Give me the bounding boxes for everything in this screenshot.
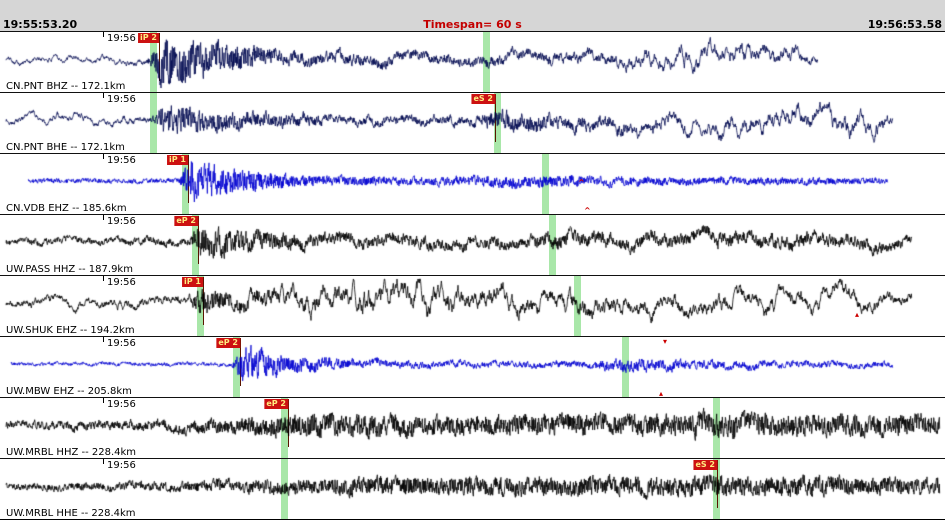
pick-flag[interactable]: eP 2 bbox=[216, 338, 240, 348]
pick-flag[interactable]: iP 2 bbox=[138, 33, 159, 43]
pick-flag[interactable]: iP 1 bbox=[167, 155, 188, 165]
trace-row[interactable]: 19:56 eS 2 CN.PNT BHE -- 172.1km bbox=[0, 92, 945, 153]
station-label: UW.MRBL HHZ -- 228.4km bbox=[6, 447, 137, 458]
minute-tick bbox=[103, 154, 104, 159]
station-label: UW.MBW EHZ -- 205.8km bbox=[6, 386, 132, 397]
pick-uncertainty-marker: ▾ bbox=[663, 337, 668, 346]
trace-row[interactable]: 19:56 iP 2 CN.PNT BHZ -- 172.1km bbox=[0, 31, 945, 92]
station-label: UW.MRBL HHE -- 228.4km bbox=[6, 508, 136, 519]
pick-uncertainty-marker: ^ bbox=[584, 206, 591, 215]
pick-flag[interactable]: eS 2 bbox=[693, 460, 717, 470]
pick-flag[interactable]: eP 2 bbox=[264, 399, 288, 409]
minute-label: 19:56 bbox=[107, 460, 136, 471]
minute-label: 19:56 bbox=[107, 94, 136, 105]
event-header: 61180331 UW 2016-07-12 19:55:35.85 50.55… bbox=[0, 0, 945, 17]
minute-label: 19:56 bbox=[107, 277, 136, 288]
station-label: CN.VDB EHZ -- 185.6km bbox=[6, 203, 127, 214]
minute-label: 19:56 bbox=[107, 216, 136, 227]
trace-row[interactable]: 19:56 eP 2 UW.PASS HHZ -- 187.9km bbox=[0, 214, 945, 275]
pick-uncertainty-marker: ^ bbox=[578, 178, 585, 187]
minute-tick bbox=[103, 215, 104, 220]
minute-label: 19:56 bbox=[107, 399, 136, 410]
station-label: CN.PNT BHZ -- 172.1km bbox=[6, 81, 126, 92]
pick-uncertainty-marker: ▴ bbox=[855, 310, 860, 319]
pick-flag[interactable]: iP 1 bbox=[182, 277, 203, 287]
trace-row[interactable]: 19:56 eP 2 ▾ ▴ UW.MBW EHZ -- 205.8km bbox=[0, 336, 945, 397]
window-end-time: 19:56:53.58 bbox=[867, 17, 942, 31]
trace-row[interactable]: 19:56 eP 2 UW.MRBL HHZ -- 228.4km bbox=[0, 397, 945, 458]
waveform-canvas[interactable] bbox=[0, 215, 945, 275]
minute-tick bbox=[103, 32, 104, 37]
waveform-canvas[interactable] bbox=[0, 154, 945, 214]
waveform-canvas[interactable] bbox=[0, 398, 945, 458]
trace-row[interactable]: 19:56 eS 2 UW.MRBL HHE -- 228.4km bbox=[0, 458, 945, 519]
minute-label: 19:56 bbox=[107, 155, 136, 166]
waveform-canvas[interactable] bbox=[0, 337, 945, 397]
station-label: CN.PNT BHE -- 172.1km bbox=[6, 142, 125, 153]
minute-tick bbox=[103, 337, 104, 342]
minute-label: 19:56 bbox=[107, 338, 136, 349]
minute-label: 19:56 bbox=[107, 33, 136, 44]
station-label: UW.PASS HHZ -- 187.9km bbox=[6, 264, 133, 275]
waveform-canvas[interactable] bbox=[0, 459, 945, 519]
pick-flag[interactable]: eP 2 bbox=[174, 216, 198, 226]
trace-row[interactable]: 19:56 iP 1 ^ ^ CN.VDB EHZ -- 185.6km bbox=[0, 153, 945, 214]
pick-uncertainty-marker: ▴ bbox=[659, 389, 664, 398]
minute-tick bbox=[103, 93, 104, 98]
trace-row[interactable]: 19:56 iP 1 ▴ UW.SHUK EHZ -- 194.2km bbox=[0, 275, 945, 336]
minute-tick bbox=[103, 398, 104, 403]
minute-tick bbox=[103, 459, 104, 464]
waveform-canvas[interactable] bbox=[0, 276, 945, 336]
window-start-time: 19:55:53.20 bbox=[3, 17, 78, 31]
minute-tick bbox=[103, 276, 104, 281]
time-bar: 19:55:53.20 Timespan= 60 s 19:56:53.58 bbox=[0, 17, 945, 31]
timespan-label: Timespan= 60 s bbox=[423, 17, 522, 31]
pick-flag[interactable]: eS 2 bbox=[471, 94, 495, 104]
station-label: UW.SHUK EHZ -- 194.2km bbox=[6, 325, 135, 336]
